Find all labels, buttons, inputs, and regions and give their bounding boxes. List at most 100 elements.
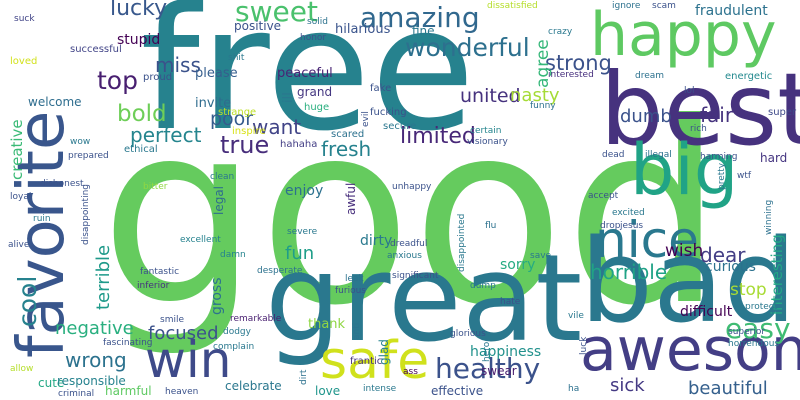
word-funny: funny [530,101,556,111]
word-agree: agree [533,39,553,88]
word-frantic: frantic [350,356,383,367]
word-visionary: visionary [467,137,508,147]
word-lol: lol [684,86,695,96]
word-sorry: sorry [500,257,536,273]
word-secure: secure [383,121,417,132]
word-dirty: dirty [360,233,393,249]
word-easy: easy [725,312,791,345]
word-hero: hero [482,341,492,362]
word-criminal: criminal [58,389,95,399]
word-vile: vile [568,311,584,321]
word-invite: invite [195,96,232,111]
word-fantastic: fantastic [140,267,180,277]
word-winning: winning [764,199,774,235]
word-harmful: harmful [105,384,152,398]
word-great: great [265,230,583,369]
word-stupid: stupid [117,32,161,48]
word-superior: superior [728,327,766,337]
word-hilarious: hilarious [335,22,391,37]
word-nice: nice [595,211,699,269]
word-welcome: welcome [28,95,82,109]
word-glorious: glorious [450,329,486,339]
word-rich: rich [690,124,707,134]
word-protect: protect [745,302,778,312]
word-fine: fine [412,24,435,38]
word-fresh: fresh [321,137,372,161]
word-dishonest: dishonest [40,179,84,189]
word-dear: dear [700,243,746,267]
word-awesome: awesome [580,315,800,385]
word-leak: leak [345,274,364,284]
word-hard: hard [760,151,788,165]
word-ill: ill [281,92,296,103]
word-certain: certain [470,126,502,136]
word-cute: cute [38,376,65,390]
word-crazy: crazy [548,27,573,37]
word-excellent: excellent [180,235,221,245]
word-dirt: dirt [299,369,309,385]
word-jesus: jesus [620,221,644,231]
word-thank: thank [308,317,346,332]
word-true: true [220,131,270,159]
word-unhappy: unhappy [392,182,432,192]
word-gross: gross [209,277,225,316]
word-scared: scared [331,129,365,140]
word-complain: complain [213,342,255,352]
word-celebrate: celebrate [225,379,282,393]
word-anxious: anxious [387,251,422,261]
word-lucky: lucky [110,0,168,21]
word-top: top [97,66,138,95]
word-huge: huge [304,102,330,113]
word-sweet: sweet [235,0,318,28]
word-ha: ha [568,384,580,394]
word-miss: miss [155,53,201,77]
word-strange: strange [218,107,257,118]
word-severe: severe [287,227,318,237]
word-loyal: loyal [10,192,32,202]
word-luck: luck [579,336,589,355]
word-flu: flu [485,221,497,231]
word-dream: dream [635,71,665,81]
word-prepared: prepared [68,151,109,161]
word-dumb: dumb [620,106,672,127]
word-wtf: wtf [737,171,752,181]
word-poor: poor [210,108,254,130]
word-super: super [768,107,797,118]
word-scam: scam [652,1,676,11]
word-drop: drop [600,221,621,231]
word-horrible: horrible [590,260,668,284]
word-united: united [460,85,521,107]
word-want: want [252,115,302,139]
word-big: big [630,129,739,211]
word-ignore: ignore [612,1,641,11]
word-dead: dead [602,150,625,160]
word-positive: positive [234,19,282,33]
word-happy: happy [590,0,777,70]
word-enjoy: enjoy [285,183,324,199]
word-win: win [145,331,232,389]
word-suck: suck [14,14,35,24]
word-interested: interested [548,70,594,80]
word-furious: furious [335,286,366,296]
word-allow: allow [10,364,34,374]
word-negative: negative [55,318,134,339]
word-proud: proud [143,72,173,83]
word-dodgy: dodgy [223,327,251,337]
word-best: best [600,51,800,168]
word-dissatisfied: dissatisfied [487,1,538,11]
word-disappointing: disappointing [81,183,91,245]
word-legal: legal [212,185,226,215]
word-wrong: wrong [65,348,127,372]
word-ruin: ruin [33,214,51,224]
word-dump: dump [470,281,496,291]
word-fucking: fucking [370,107,407,118]
word-fascinating: fascinating [103,338,153,348]
word-wonderful: wonderful [405,33,530,62]
word-sick: sick [610,375,645,396]
word-focused: focused [148,323,219,344]
word-perfect: perfect [130,123,202,147]
word-heaven: heaven [165,387,199,397]
word-energetic: energetic [725,71,773,82]
word-wish: wish [665,241,704,261]
